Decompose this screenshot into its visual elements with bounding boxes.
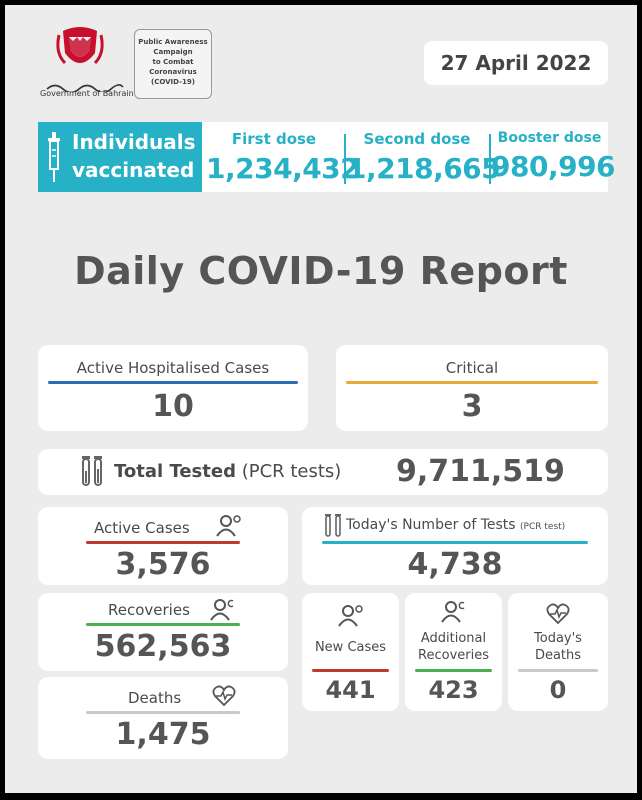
new-cases-card: New Cases 441 <box>302 593 399 711</box>
vaccination-banner: Individuals vaccinated First dose 1,234,… <box>38 122 616 192</box>
campaign-badge: Public Awareness Campaign to Combat Coro… <box>134 29 212 99</box>
critical-label: Critical <box>445 359 499 377</box>
total-tested-label: Total Tested <box>114 461 236 482</box>
todays-tests-label-wrap: Today's Number of Tests (PCR test) <box>346 517 565 533</box>
second-dose-label: Second dose <box>363 130 471 148</box>
campaign-line: Public Awareness <box>138 38 208 46</box>
heart-pulse-icon <box>212 685 236 707</box>
additional-recoveries-card: Additional Recoveries 423 <box>405 593 502 711</box>
todays-deaths-card: Today's Deaths 0 <box>508 593 608 711</box>
total-tested-card: Total Tested (PCR tests) 9,711,519 <box>38 449 608 495</box>
person-virus-icon <box>338 603 364 627</box>
recoveries-value: 562,563 <box>94 629 232 664</box>
gray-underline <box>86 711 240 714</box>
report-title: Daily COVID-19 Report <box>74 249 568 293</box>
total-tested-label-wrap: Total Tested (PCR tests) <box>114 461 341 482</box>
active-cases-card: Active Cases 3,576 <box>38 507 288 585</box>
campaign-line: Coronavirus <box>149 68 197 76</box>
person-recovery-icon <box>210 597 236 621</box>
total-tested-suffix: (PCR tests) <box>241 461 342 482</box>
additional-recoveries-value: 423 <box>428 676 479 704</box>
new-cases-label: New Cases <box>314 640 387 655</box>
syringe-icon <box>46 132 62 184</box>
government-caption: Government of Bahrain <box>40 89 134 98</box>
gray-underline <box>518 669 598 672</box>
todays-deaths-line2: Deaths <box>534 648 582 663</box>
test-tube-icon <box>80 455 104 489</box>
second-dose-value: 1,218,665 <box>347 152 501 185</box>
divider <box>344 134 346 184</box>
second-dose: Second dose 1,218,665 <box>347 122 501 192</box>
recoveries-card: Recoveries 562,563 <box>38 593 288 671</box>
first-dose: First dose 1,234,432 <box>206 122 360 192</box>
hospitalised-card: Active Hospitalised Cases 10 <box>38 345 308 431</box>
red-underline <box>312 669 389 672</box>
blue-underline <box>48 381 298 384</box>
teal-underline <box>322 541 588 544</box>
first-dose-value: 1,234,432 <box>206 152 360 185</box>
bahrain-emblem-icon <box>55 23 105 75</box>
green-underline <box>415 669 492 672</box>
booster-dose-value: 980,996 <box>491 150 616 183</box>
additional-recoveries-line1: Additional <box>420 631 487 646</box>
todays-tests-value: 4,738 <box>407 547 503 582</box>
campaign-line: Campaign <box>153 48 193 56</box>
deaths-label: Deaths <box>128 689 182 707</box>
critical-card: Critical 3 <box>336 345 608 431</box>
active-cases-label: Active Cases <box>94 519 190 537</box>
campaign-line: to Combat <box>152 58 194 66</box>
booster-dose: Booster dose 980,996 <box>491 122 616 192</box>
recoveries-label: Recoveries <box>108 601 190 619</box>
todays-tests-label: Today's Number of Tests <box>346 517 516 533</box>
report-date: 27 April 2022 <box>424 41 608 85</box>
person-virus-icon <box>216 513 242 537</box>
active-cases-value: 3,576 <box>115 547 211 582</box>
report-canvas: Government of Bahrain Public Awareness C… <box>5 5 637 793</box>
critical-value: 3 <box>461 389 483 424</box>
todays-tests-card: Today's Number of Tests (PCR test) 4,738 <box>302 507 608 585</box>
hospitalised-value: 10 <box>152 389 194 424</box>
campaign-line: (COVID-19) <box>151 78 195 86</box>
green-underline <box>86 623 240 626</box>
total-tested-value: 9,711,519 <box>396 454 565 489</box>
person-recovery-icon <box>441 599 467 623</box>
new-cases-value: 441 <box>325 676 376 704</box>
first-dose-label: First dose <box>231 130 317 148</box>
individuals-vaccinated-label: Individuals vaccinated <box>38 122 202 192</box>
todays-tests-suffix: (PCR test) <box>520 522 566 532</box>
red-underline <box>86 541 240 544</box>
divider <box>489 134 491 184</box>
additional-recoveries-line2: Recoveries <box>418 648 489 663</box>
deaths-value: 1,475 <box>115 717 211 752</box>
heart-pulse-icon <box>546 603 570 625</box>
yellow-underline <box>346 381 598 384</box>
vaccinated-line2: vaccinated <box>72 158 195 182</box>
arabic-logotype <box>45 77 125 94</box>
vaccinated-line1: Individuals <box>72 130 196 154</box>
booster-dose-label: Booster dose <box>497 130 602 146</box>
deaths-card: Deaths 1,475 <box>38 677 288 759</box>
todays-deaths-value: 0 <box>549 676 567 704</box>
hospitalised-label: Active Hospitalised Cases <box>76 359 270 377</box>
todays-deaths-line1: Today's <box>534 631 582 646</box>
test-tube-icon <box>324 513 342 539</box>
